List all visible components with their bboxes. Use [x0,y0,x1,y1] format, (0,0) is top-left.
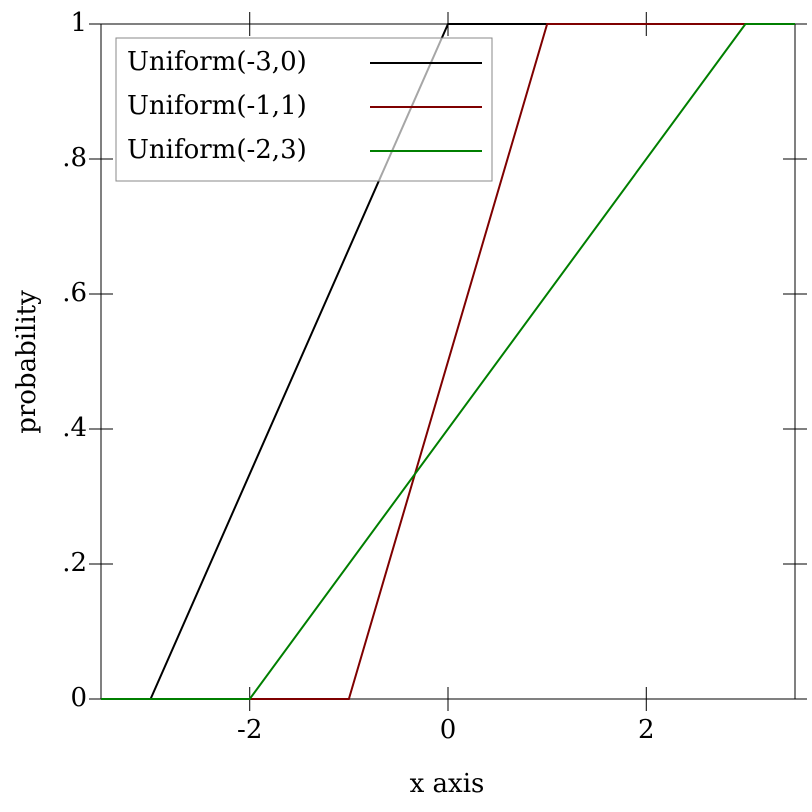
legend-label: Uniform(-3,0) [127,47,307,77]
legend-box [115,37,493,182]
y-tick-label: 0 [70,683,87,713]
x-tick-label: -2 [237,715,262,745]
series-line [101,23,795,700]
x-tick-label: 0 [440,715,457,745]
x-tick-label: 2 [638,715,655,745]
legend-label: Uniform(-1,1) [127,91,307,121]
y-tick-label: .2 [62,548,87,578]
y-tick-label: .6 [62,278,87,308]
y-tick-label: 1 [70,8,87,38]
legend-label: Uniform(-2,3) [127,135,307,165]
y-tick-label: .4 [62,413,87,443]
y-tick-label: .8 [62,143,87,173]
x-axis-label: x axis [410,769,485,799]
y-axis-label: probability [12,290,42,434]
